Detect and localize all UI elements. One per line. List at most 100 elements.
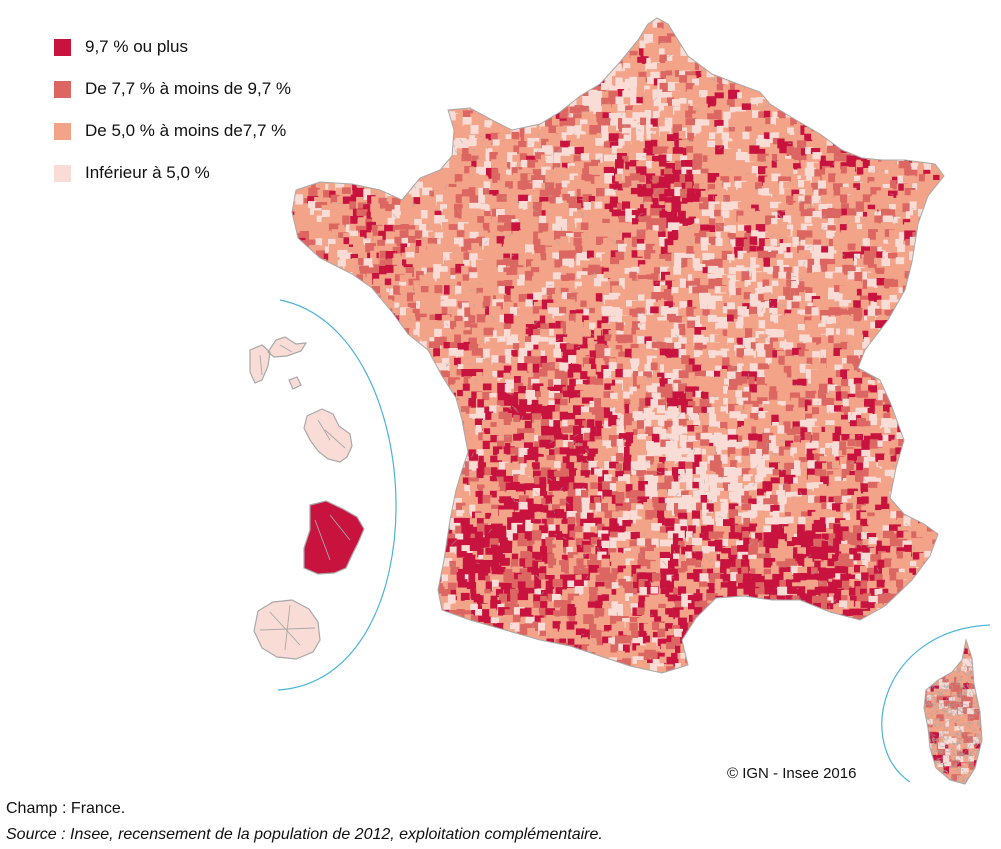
commune-cell <box>780 222 789 229</box>
commune-cell <box>404 273 412 282</box>
commune-cell <box>727 187 737 198</box>
commune-cell <box>310 292 319 302</box>
commune-cell <box>566 259 574 270</box>
commune-cell <box>426 272 434 281</box>
commune-cell <box>944 229 955 237</box>
commune-cell <box>911 369 921 380</box>
commune-cell <box>755 35 765 46</box>
commune-cell <box>631 209 640 220</box>
commune-cell <box>482 287 493 295</box>
commune-cell <box>365 243 376 253</box>
commune-cell <box>384 322 393 329</box>
commune-cell <box>440 336 447 346</box>
commune-cell <box>526 84 533 96</box>
commune-cell <box>672 280 681 292</box>
commune-cell <box>428 83 441 96</box>
commune-cell <box>722 237 730 248</box>
commune-cell <box>826 356 838 367</box>
commune-cell <box>344 154 356 162</box>
commune-cell <box>344 309 355 317</box>
commune-cell <box>867 259 877 270</box>
commune-cell <box>363 43 371 51</box>
commune-cell <box>358 124 366 136</box>
commune-cell <box>456 251 466 259</box>
commune-cell <box>469 35 480 46</box>
commune-cell <box>769 32 779 45</box>
commune-cell <box>839 176 848 184</box>
commune-cell <box>470 20 479 31</box>
commune-cell <box>351 133 360 145</box>
commune-cell <box>300 188 307 196</box>
commune-cell <box>723 148 734 157</box>
commune-cell <box>622 363 631 370</box>
commune-cell <box>700 315 711 328</box>
commune-cell <box>685 141 694 149</box>
commune-cell <box>566 320 575 333</box>
commune-cell <box>876 181 883 191</box>
commune-cell <box>426 267 436 276</box>
commune-cell <box>699 203 711 210</box>
commune-cell <box>427 180 435 189</box>
commune-cell <box>556 126 565 134</box>
commune-cell <box>521 285 532 294</box>
commune-cell <box>857 56 866 67</box>
commune-cell <box>863 119 874 129</box>
commune-cell <box>540 350 549 358</box>
commune-cell <box>874 47 886 59</box>
commune-cell <box>393 335 404 343</box>
commune-cell <box>630 62 642 71</box>
commune-cell <box>419 358 429 369</box>
commune-cell <box>496 293 507 301</box>
commune-cell <box>855 245 865 258</box>
commune-cell <box>660 329 673 339</box>
commune-cell <box>919 153 930 162</box>
commune-cell <box>527 201 538 212</box>
commune-cell <box>736 259 747 270</box>
commune-cell <box>736 348 746 360</box>
commune-cell <box>554 259 565 270</box>
commune-cell <box>722 243 732 251</box>
commune-cell <box>700 237 711 250</box>
commune-cell <box>904 230 916 241</box>
commune-cell <box>595 166 607 178</box>
commune-cell <box>322 35 334 47</box>
commune-cell <box>615 308 628 321</box>
commune-cell <box>408 349 417 359</box>
commune-cell <box>575 41 585 49</box>
commune-cell <box>938 370 944 377</box>
commune-cell <box>401 68 410 79</box>
commune-cell <box>350 57 358 68</box>
commune-cell <box>386 47 397 54</box>
commune-cell <box>741 201 750 213</box>
commune-cell <box>331 202 340 214</box>
commune-cell <box>898 362 909 370</box>
commune-cell <box>708 278 719 291</box>
commune-cell <box>391 153 401 162</box>
commune-cell <box>881 258 891 266</box>
commune-cell <box>657 141 665 152</box>
commune-cell <box>778 96 790 104</box>
commune-cell <box>461 139 470 149</box>
commune-cell <box>947 288 955 298</box>
commune-cell <box>685 343 694 355</box>
commune-cell <box>609 29 622 40</box>
commune-cell <box>422 187 433 196</box>
commune-cell <box>427 90 437 99</box>
commune-cell <box>464 166 475 178</box>
commune-cell <box>421 63 433 76</box>
commune-cell <box>475 145 486 157</box>
commune-cell <box>721 132 732 140</box>
commune-cell <box>769 43 777 56</box>
commune-cell <box>398 18 409 25</box>
commune-cell <box>940 75 944 87</box>
commune-cell <box>337 308 349 317</box>
commune-cell <box>525 309 532 321</box>
commune-cell <box>562 349 574 357</box>
commune-cell <box>587 337 594 345</box>
commune-cell <box>933 337 943 348</box>
commune-cell <box>331 358 339 368</box>
commune-cell <box>371 175 383 185</box>
commune-cell <box>497 322 505 332</box>
commune-cell <box>875 97 886 106</box>
commune-cell <box>778 355 789 365</box>
